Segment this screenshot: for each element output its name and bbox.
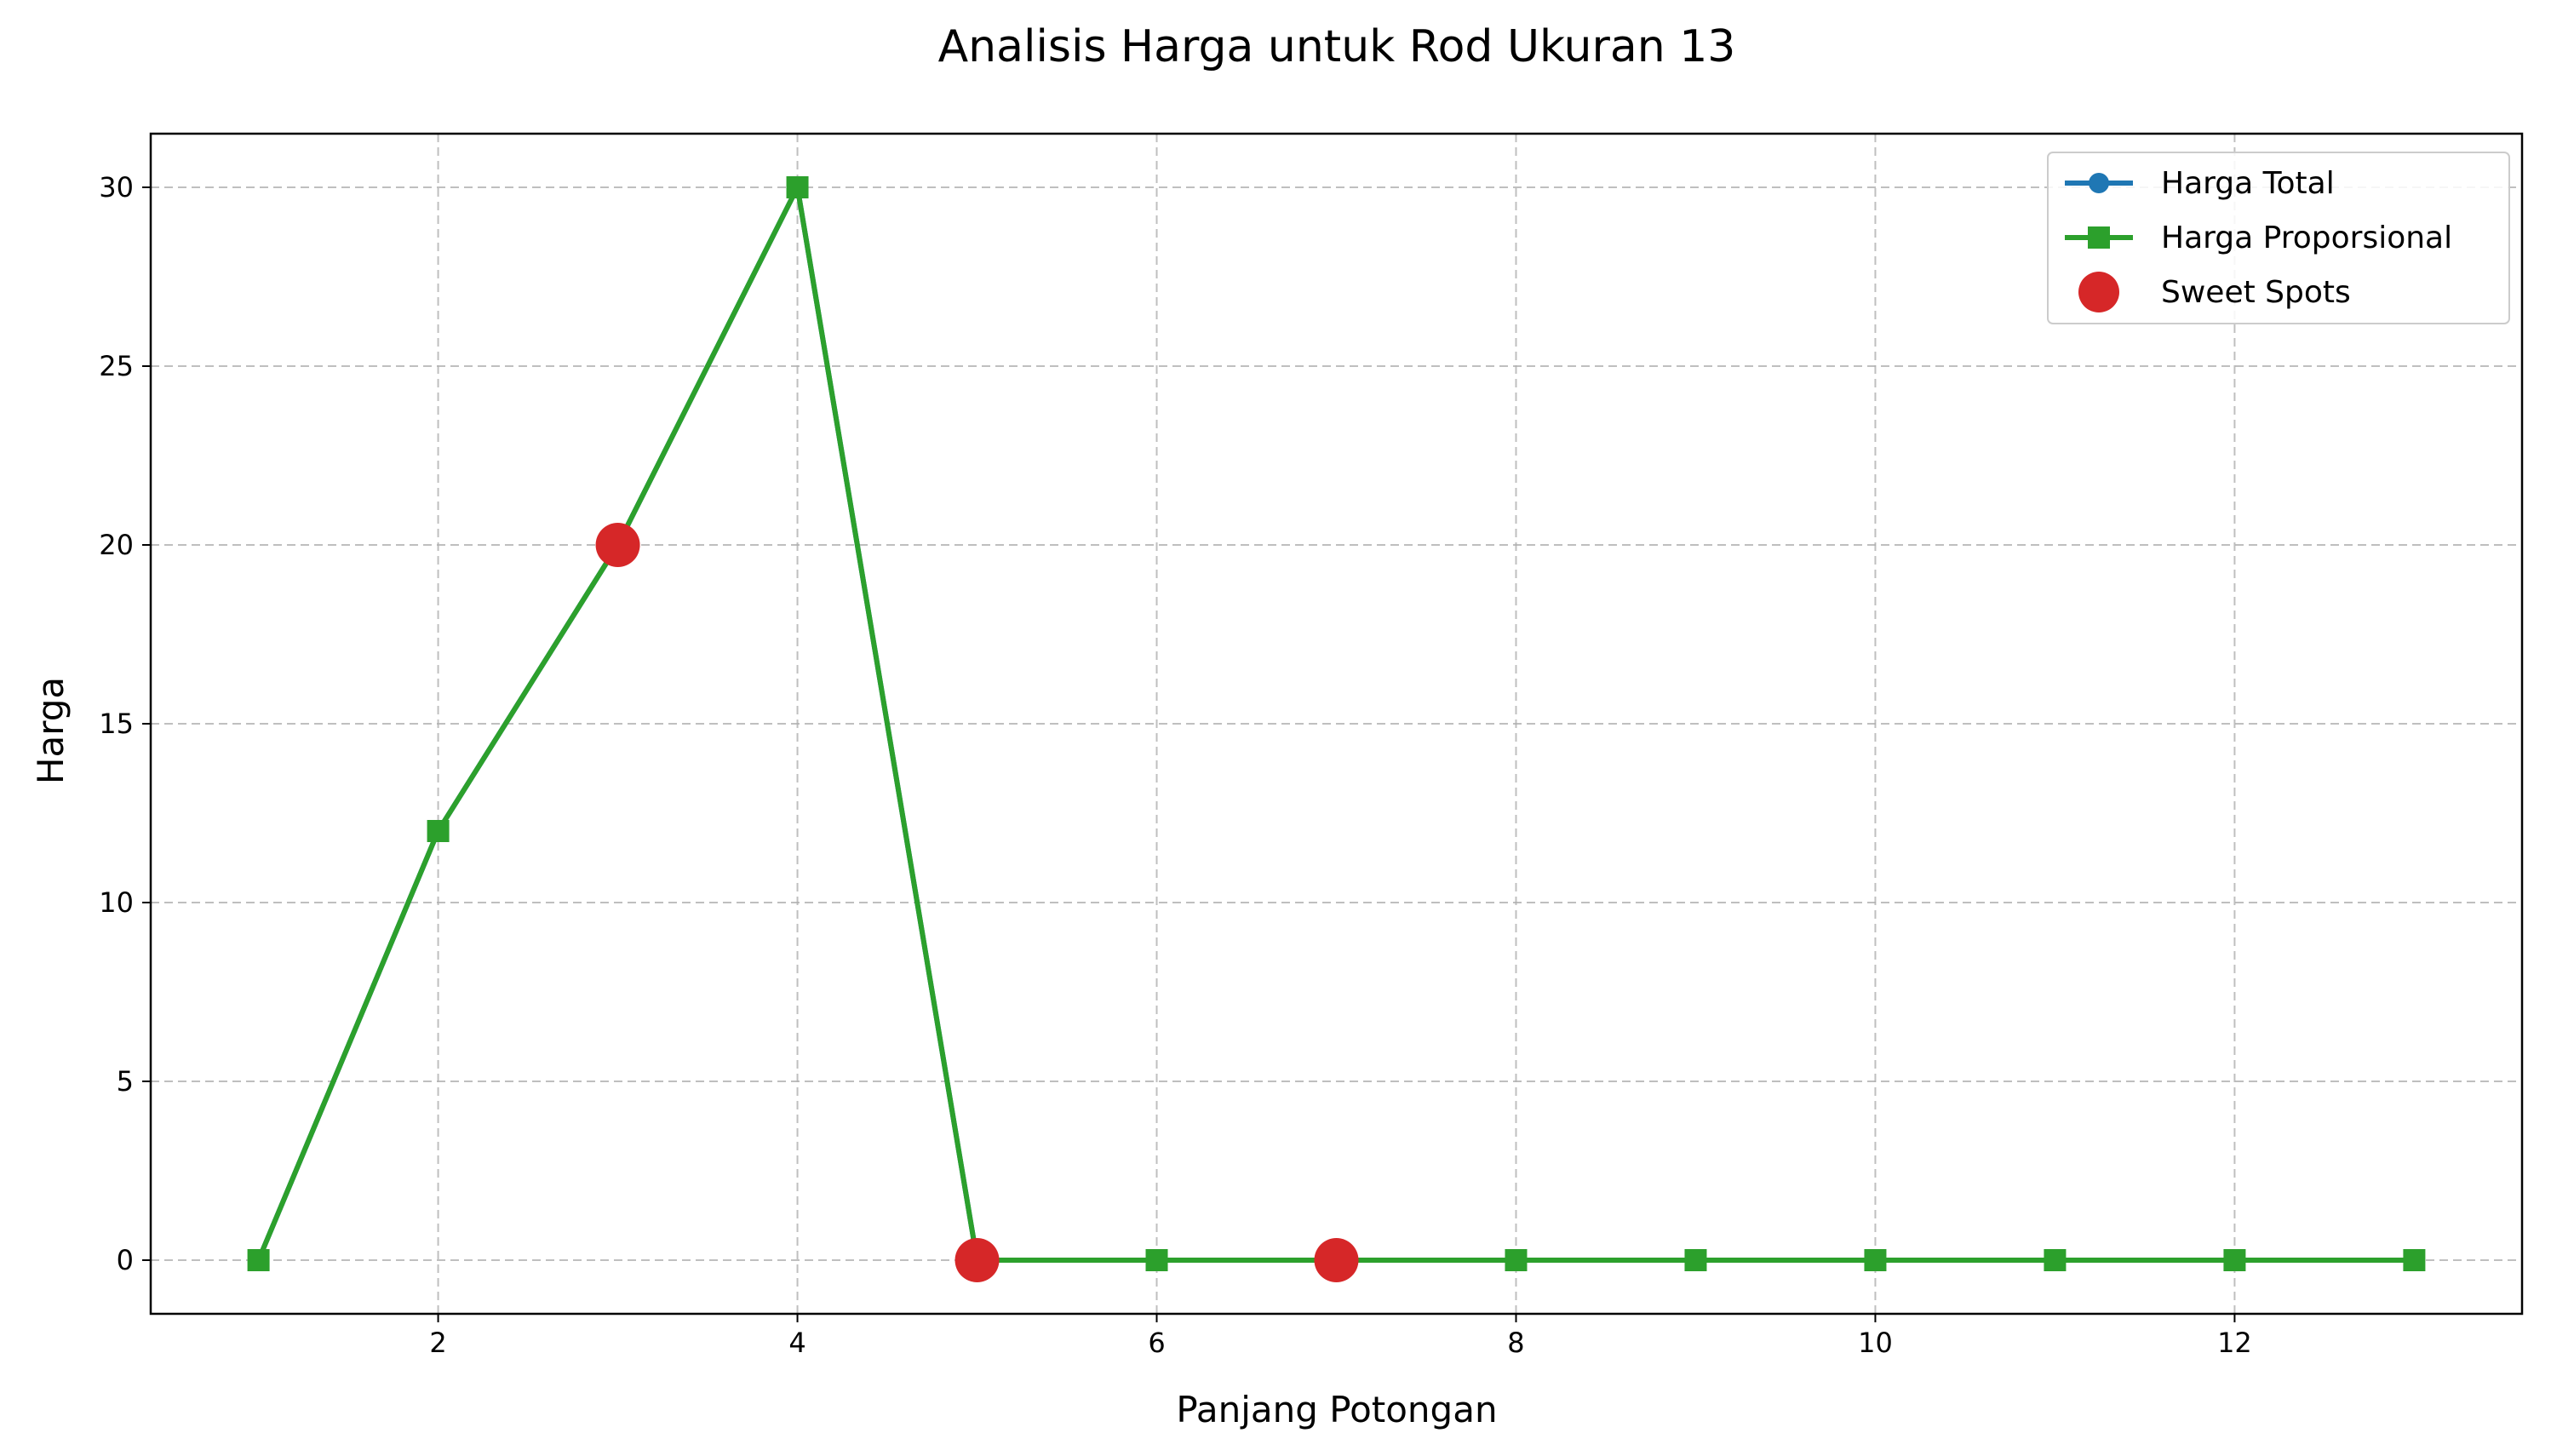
data-point [2403,1249,2426,1271]
legend-entry: Harga Total [2065,166,2335,201]
data-point [2044,1249,2067,1271]
y-tick-label: 30 [99,171,134,203]
sweet-spot-point [595,523,640,567]
y-tick-label: 15 [99,708,134,740]
x-axis-ticks: 2 4 6 8 10 12 [429,1314,2252,1359]
data-point [1505,1249,1528,1271]
chart-title: Analisis Harga untuk Rod Ukuran 13 [938,21,1736,72]
data-point [1145,1249,1168,1271]
legend-entry: Sweet Spots [2078,272,2351,312]
legend-label: Harga Total [2161,166,2335,201]
legend-marker [2078,272,2119,312]
x-tick-label: 12 [2217,1327,2252,1359]
legend-label: Harga Proporsional [2161,221,2452,255]
data-point [427,820,450,842]
x-tick-label: 6 [1148,1327,1165,1359]
sweet-spot-point [954,1238,1000,1282]
legend-box [2047,152,2510,324]
y-tick-label: 5 [117,1065,134,1098]
y-tick-label: 10 [99,886,134,919]
legend-marker [2088,226,2110,249]
data-point [786,176,809,198]
sweet-spot-point [1314,1238,1359,1282]
legend-entry: Harga Proporsional [2065,221,2452,255]
data-point [2223,1249,2246,1271]
x-tick-label: 8 [1507,1327,1524,1359]
data-point [1684,1249,1707,1271]
y-axis-ticks: 0 5 10 15 20 25 30 [99,171,151,1276]
data-point [247,1249,270,1271]
y-axis-label: Harga [30,677,72,784]
legend: Harga Total Harga Proporsional Sweet Spots [2047,152,2510,324]
data-point [1864,1249,1887,1271]
y-tick-label: 20 [99,529,134,561]
y-tick-label: 25 [99,350,134,382]
legend-label: Sweet Spots [2161,275,2351,310]
x-tick-label: 2 [429,1327,446,1359]
x-axis-label: Panjang Potongan [1176,1389,1497,1430]
legend-marker [2089,173,2109,193]
sweet-spots-layer [595,523,1359,1282]
y-tick-label: 0 [117,1244,134,1276]
x-tick-label: 4 [788,1327,805,1359]
x-tick-label: 10 [1858,1327,1893,1359]
